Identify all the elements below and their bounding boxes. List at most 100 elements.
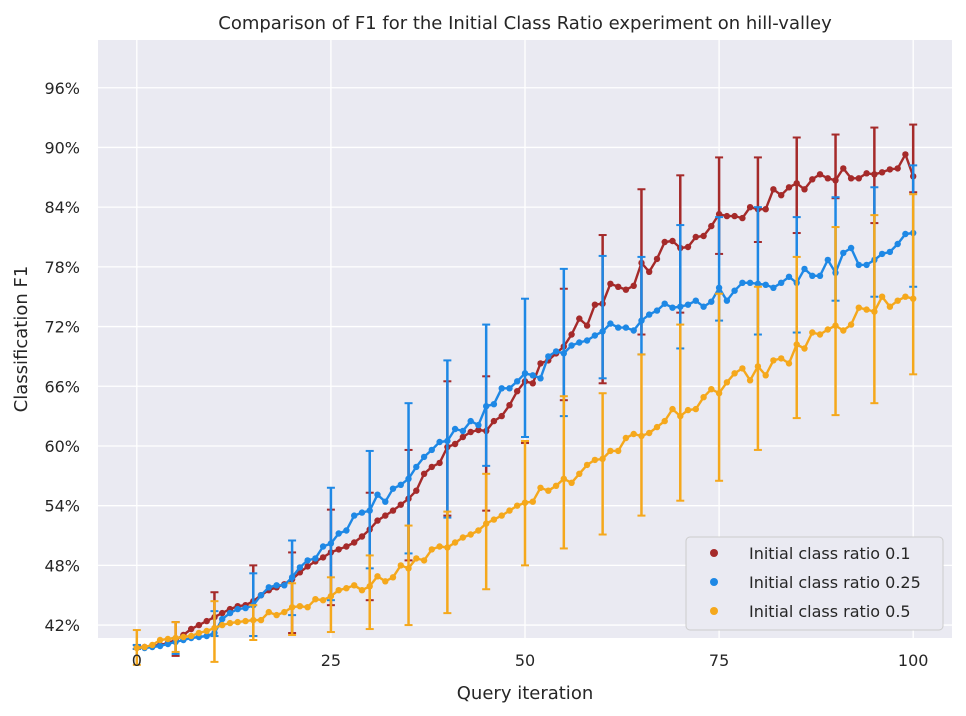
data-point <box>203 627 210 635</box>
data-point <box>568 342 575 349</box>
data-point <box>304 563 311 570</box>
data-point <box>552 348 560 355</box>
data-point <box>731 287 738 294</box>
data-point <box>483 520 490 527</box>
data-point <box>855 175 862 182</box>
data-point <box>832 322 839 329</box>
data-point <box>661 417 668 425</box>
data-point <box>428 463 435 471</box>
data-point <box>397 501 404 508</box>
data-point <box>677 303 684 310</box>
data-point <box>257 592 265 599</box>
data-point <box>599 455 606 463</box>
data-point <box>545 353 552 360</box>
data-point <box>444 437 451 445</box>
data-point <box>746 204 754 211</box>
data-point <box>591 456 599 464</box>
data-point <box>420 557 428 564</box>
data-point <box>467 417 474 425</box>
data-point <box>762 281 769 288</box>
data-point <box>576 470 583 477</box>
data-point <box>785 273 793 280</box>
data-point <box>615 283 622 290</box>
data-point <box>809 176 816 183</box>
y-tick-label: 96% <box>44 79 80 98</box>
data-point <box>894 240 901 248</box>
data-point <box>451 440 459 448</box>
data-point <box>762 372 769 379</box>
data-point <box>607 280 614 287</box>
data-point <box>630 430 637 438</box>
data-point <box>746 279 754 286</box>
data-point <box>226 619 234 627</box>
data-point <box>351 512 358 519</box>
x-tick-label: 0 <box>132 651 142 670</box>
data-point <box>622 286 630 293</box>
data-point <box>296 564 304 571</box>
data-point <box>801 345 808 352</box>
data-point <box>219 609 226 617</box>
data-point <box>498 412 505 420</box>
data-point <box>785 360 793 367</box>
legend-box <box>685 536 944 631</box>
data-point <box>389 574 397 581</box>
data-point <box>343 527 350 534</box>
data-point <box>669 304 676 311</box>
data-point <box>358 533 366 540</box>
data-point <box>506 385 513 392</box>
data-point <box>397 562 404 569</box>
data-point <box>451 425 459 433</box>
data-point <box>149 641 156 649</box>
data-point <box>257 616 265 624</box>
data-point <box>521 370 529 377</box>
data-point <box>630 282 637 289</box>
data-point <box>413 555 420 562</box>
data-point <box>770 357 777 364</box>
data-point <box>483 403 490 410</box>
data-point <box>708 386 715 393</box>
data-point <box>661 300 668 307</box>
y-tick-label: 60% <box>44 437 80 456</box>
x-tick-label: 25 <box>321 651 341 670</box>
data-point <box>195 621 203 629</box>
data-point <box>250 616 257 624</box>
data-point <box>847 321 855 328</box>
data-point <box>265 584 272 591</box>
data-point <box>871 171 878 178</box>
data-point <box>723 297 731 304</box>
data-point <box>374 491 381 498</box>
data-point <box>638 317 645 324</box>
data-point <box>653 423 661 431</box>
data-point <box>739 365 746 372</box>
data-point <box>327 540 335 547</box>
data-point <box>374 517 381 524</box>
data-point <box>778 279 785 286</box>
data-point <box>219 615 226 623</box>
data-point <box>265 608 272 616</box>
data-point <box>832 177 839 184</box>
data-point <box>164 635 172 643</box>
data-point <box>312 555 319 562</box>
data-point <box>475 426 482 434</box>
data-point <box>537 360 544 367</box>
data-point <box>568 479 575 486</box>
data-point <box>630 327 637 334</box>
data-point <box>327 593 335 600</box>
data-point <box>684 406 692 414</box>
data-point <box>739 214 746 222</box>
data-point <box>351 539 358 546</box>
data-point <box>195 629 203 637</box>
data-point <box>816 331 824 338</box>
data-point <box>514 502 521 509</box>
data-point <box>824 256 831 264</box>
data-point <box>607 447 614 455</box>
x-tick-label: 50 <box>515 651 535 670</box>
data-point <box>607 320 614 327</box>
data-point <box>793 341 800 348</box>
data-point <box>731 370 738 377</box>
y-tick-label: 66% <box>44 377 80 396</box>
data-point <box>568 331 575 338</box>
data-point <box>164 640 172 648</box>
series-2 <box>132 193 918 666</box>
data-point <box>739 279 746 286</box>
